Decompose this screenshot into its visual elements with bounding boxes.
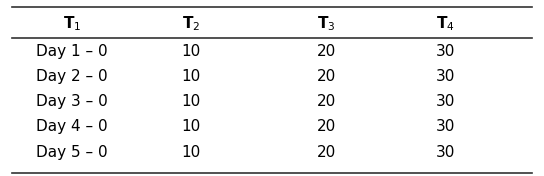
Text: T$_1$: T$_1$	[63, 15, 81, 33]
Text: T$_4$: T$_4$	[436, 15, 455, 33]
Text: T$_2$: T$_2$	[182, 15, 200, 33]
Text: 30: 30	[436, 69, 455, 84]
Text: 30: 30	[436, 145, 455, 160]
Text: Day 5 – 0: Day 5 – 0	[36, 145, 108, 160]
Text: T$_3$: T$_3$	[317, 15, 335, 33]
Text: 10: 10	[181, 145, 200, 160]
Text: 20: 20	[317, 120, 336, 134]
Text: 10: 10	[181, 94, 200, 109]
Text: Day 3 – 0: Day 3 – 0	[36, 94, 108, 109]
Text: 30: 30	[436, 120, 455, 134]
Text: Day 4 – 0: Day 4 – 0	[36, 120, 108, 134]
Text: 10: 10	[181, 120, 200, 134]
Text: Day 1 – 0: Day 1 – 0	[36, 44, 108, 59]
Text: 30: 30	[436, 94, 455, 109]
Text: 30: 30	[436, 44, 455, 59]
Text: 20: 20	[317, 44, 336, 59]
Text: Day 2 – 0: Day 2 – 0	[36, 69, 108, 84]
Text: 20: 20	[317, 94, 336, 109]
Text: 20: 20	[317, 69, 336, 84]
Text: 10: 10	[181, 44, 200, 59]
Text: 20: 20	[317, 145, 336, 160]
Text: 10: 10	[181, 69, 200, 84]
